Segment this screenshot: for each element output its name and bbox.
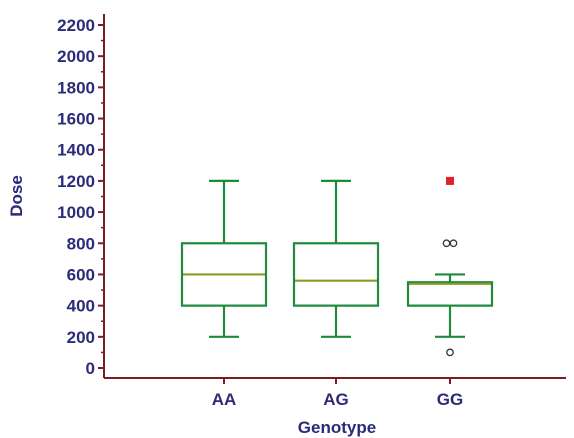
y-tick-label: 800 [67,234,95,253]
outlier-point [446,348,454,357]
x-tick-label: AG [323,390,349,409]
y-axis-title: Dose [7,175,26,217]
far-outlier-point [446,176,454,185]
box-series [180,176,494,357]
y-tick-label: 2000 [57,47,95,66]
box-aa [180,179,268,338]
y-tick-label: 2200 [57,16,95,35]
y-tick-label: 200 [67,328,95,347]
box-iqr [406,281,494,307]
x-axis: AA AG GG [104,377,566,409]
x-axis-title: Genotype [298,418,376,437]
box-gg [406,176,494,357]
y-tick-label: 1600 [57,110,95,129]
box-ag [292,179,380,338]
outlier-point [449,239,458,248]
y-tick-label: 400 [67,297,95,316]
y-tick-label: 1400 [57,141,95,160]
x-tick-label: AA [212,390,237,409]
y-tick-label: 1800 [57,78,95,97]
y-tick-label: 1200 [57,172,95,191]
outlier-point [442,239,451,248]
y-tick-label: 1000 [57,203,95,222]
box-iqr [180,242,268,307]
box-iqr [292,242,380,307]
x-tick-label: GG [437,390,463,409]
y-tick-label: 600 [67,265,95,284]
y-axis: 0 200 400 600 800 1000 1200 1400 1600 1800 2000 220… [57,14,105,378]
y-tick-label: 0 [86,359,95,378]
